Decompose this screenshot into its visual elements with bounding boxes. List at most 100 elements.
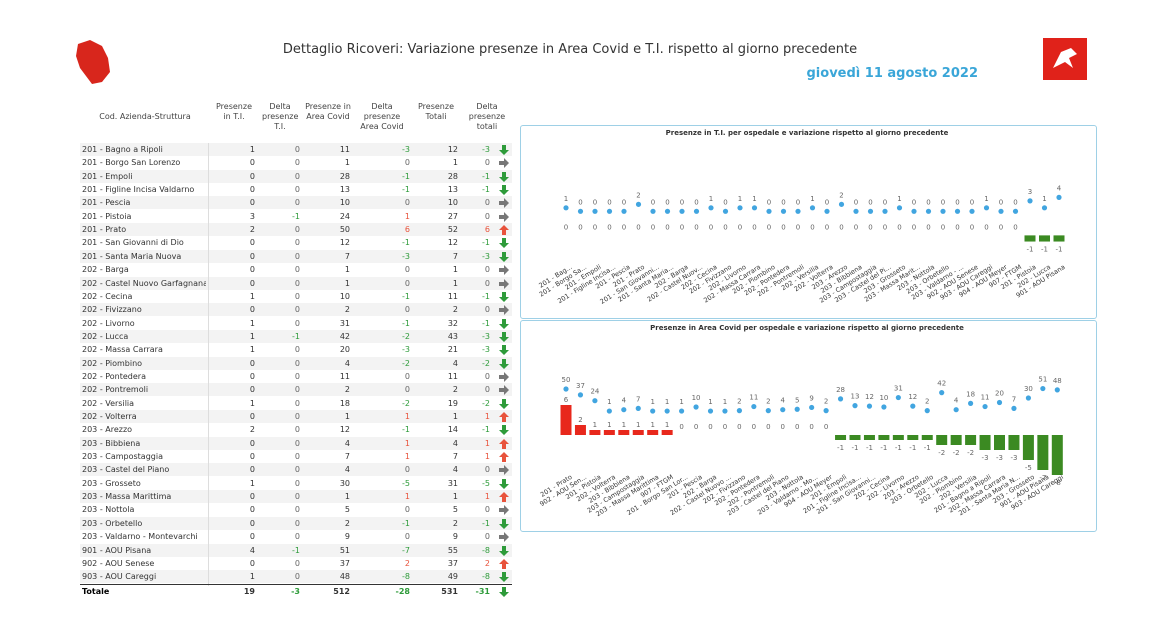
- column-header: Cod. Azienda-Struttura: [99, 112, 191, 121]
- cell-value: -1: [292, 211, 300, 221]
- cell-value: 1: [249, 398, 255, 408]
- cell-value: 0: [249, 385, 255, 395]
- delta-label: 2: [578, 416, 582, 424]
- delta-label: -1: [852, 444, 859, 452]
- presence-label: 0: [1013, 198, 1017, 206]
- separator: [208, 143, 209, 586]
- cell-value: 0: [404, 465, 410, 475]
- presence-label: 0: [868, 198, 872, 206]
- cell-value: -8: [402, 572, 410, 582]
- row-label: 201 - Pistoia: [82, 211, 132, 221]
- presence-label: 18: [966, 390, 975, 398]
- presence-dot: [679, 208, 685, 214]
- presence-dot: [707, 408, 714, 414]
- presence-label: 2: [636, 191, 640, 199]
- trend-arrow: [499, 371, 509, 382]
- presence-label: 0: [767, 198, 771, 206]
- cell-value: -2: [402, 358, 410, 368]
- presence-label: 0: [970, 198, 974, 206]
- presence-dot: [780, 208, 787, 214]
- trend-arrow: [499, 305, 509, 316]
- trend-arrow: [499, 251, 509, 262]
- cell-value: 42: [339, 331, 350, 341]
- row-background: [80, 450, 512, 464]
- cell-value: 7: [344, 251, 350, 261]
- presence-dot: [910, 403, 916, 409]
- trend-arrow: [499, 278, 509, 289]
- cell-value: 0: [404, 371, 410, 381]
- row-label: Totale: [82, 587, 110, 596]
- presence-dot: [895, 394, 901, 401]
- cell-value: -1: [402, 171, 410, 181]
- cell-value: 0: [249, 558, 255, 568]
- presence-label: 20: [995, 390, 1004, 398]
- delta-label: 0: [651, 223, 655, 231]
- row-label: 902 - AOU Senese: [82, 558, 155, 568]
- cell-value: 1: [344, 158, 350, 168]
- row-background: [80, 329, 512, 343]
- presence-label: 0: [912, 198, 916, 206]
- delta-bar: [892, 435, 904, 440]
- cell-value: 49: [447, 572, 458, 582]
- delta-bar: [979, 435, 991, 450]
- column-header: Presenze in T.I.: [216, 102, 252, 121]
- delta-label: 0: [680, 223, 684, 231]
- cell-value: 0: [294, 358, 300, 368]
- presence-label: 0: [694, 198, 698, 206]
- delta-bar: [849, 435, 861, 440]
- presence-label: 7: [636, 395, 640, 403]
- presence-dot: [563, 205, 569, 211]
- delta-label: 0: [607, 223, 611, 231]
- trend-arrow: [499, 185, 509, 196]
- cell-value: -3: [402, 145, 410, 154]
- cell-value: 1: [484, 492, 490, 502]
- delta-bar: [1039, 235, 1050, 242]
- cell-value: 0: [404, 278, 410, 288]
- presence-label: 13: [851, 393, 860, 401]
- row-background: [80, 169, 512, 183]
- cell-value: 7: [452, 251, 458, 261]
- presence-label: 4: [781, 397, 786, 405]
- cell-value: 55: [447, 545, 458, 555]
- row-label: 201 - Prato: [82, 225, 127, 235]
- delta-label: -1: [909, 444, 916, 452]
- row-background: [80, 343, 512, 357]
- presence-label: 1: [708, 398, 712, 406]
- presence-label: 5: [795, 396, 799, 404]
- cell-value: 28: [339, 171, 350, 181]
- presence-dot: [765, 408, 771, 414]
- row-label: 202 - Fivizzano: [82, 305, 142, 315]
- cell-value: 0: [249, 305, 255, 315]
- presence-label: 1: [665, 398, 669, 406]
- cell-value: 0: [404, 158, 410, 168]
- delta-label: -2: [967, 449, 974, 457]
- delta-bar: [1008, 435, 1020, 450]
- cell-value: 1: [344, 492, 350, 502]
- cell-value: 31: [447, 478, 458, 488]
- trend-arrow: [499, 545, 509, 556]
- presence-dot: [606, 408, 612, 414]
- presence-label: 37: [576, 382, 585, 390]
- cell-value: 0: [294, 371, 300, 381]
- presence-label: 1: [564, 195, 568, 203]
- delta-label: -3: [1010, 454, 1017, 462]
- delta-bar: [589, 430, 601, 435]
- row-background: [80, 516, 512, 530]
- row-background: [80, 503, 512, 517]
- row-background: [80, 436, 512, 450]
- cell-value: -5: [482, 478, 490, 488]
- row-label: 202 - Pontremoli: [82, 385, 149, 395]
- delta-bar: [661, 430, 673, 435]
- cell-value: 9: [452, 532, 458, 542]
- delta-bar: [647, 430, 659, 435]
- row-background: [80, 209, 512, 223]
- row-background: [80, 156, 512, 170]
- cell-value: 0: [404, 265, 410, 275]
- row-label: 203 - Campostaggia: [82, 452, 163, 462]
- presence-label: 3: [1028, 188, 1032, 196]
- cell-value: 11: [447, 371, 458, 381]
- trend-arrow: [499, 265, 509, 276]
- cell-value: 0: [249, 532, 255, 542]
- cell-value: 4: [249, 545, 255, 555]
